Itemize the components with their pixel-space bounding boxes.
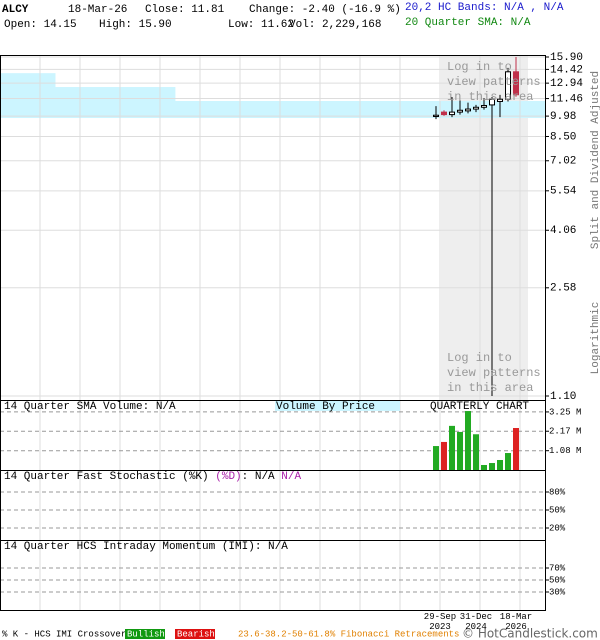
bearish-bg xyxy=(175,629,215,639)
y-tick-label: 4.06 xyxy=(550,225,576,237)
y-tick-label: 50% xyxy=(549,505,566,515)
y-tick-label: 14.42 xyxy=(550,64,583,76)
candle-body xyxy=(433,114,439,117)
annotation: Log in to view patterns in this area xyxy=(447,60,541,104)
volume-title: 14 Quarter SMA Volume: N/A xyxy=(4,401,176,413)
y-tick-label: 20% xyxy=(549,523,566,533)
sma: 20 Quarter SMA: N/A xyxy=(405,17,531,29)
side-label: Logarithmic xyxy=(590,302,600,375)
stoch-title: 14 Quarter Fast Stochastic (%K) (%D): N/… xyxy=(4,471,301,483)
y-tick-label: 70% xyxy=(549,563,566,573)
side-label: Split and Dividend Adjusted xyxy=(590,71,600,249)
y-tick-label: 11.46 xyxy=(550,93,583,105)
copyright: © HotCandlestick.com xyxy=(462,627,598,640)
volume-subtitle: Volume By Price xyxy=(276,401,375,413)
candle-body xyxy=(513,71,519,96)
stoch-k-value: : N/A xyxy=(242,471,275,483)
vbp-label-bg xyxy=(275,401,400,411)
panel-frame xyxy=(0,540,546,611)
close: Close: 11.81 xyxy=(145,4,225,16)
volume-bar xyxy=(465,411,471,470)
stoch-d-value: N/A xyxy=(281,471,301,483)
change: Change: -2.40 (-16.9 %) xyxy=(249,4,401,16)
candle-body xyxy=(489,98,495,106)
y-tick-label: 2.58 xyxy=(550,283,576,295)
y-tick-label: 1.08 M xyxy=(549,446,581,456)
symbol: ALCY xyxy=(2,4,29,16)
y-tick-label: 50% xyxy=(549,575,566,585)
volume-by-price-bar xyxy=(1,73,56,88)
date: 18-Mar-26 xyxy=(68,4,127,16)
bands: 20,2 HC Bands: N/A , N/A xyxy=(405,2,564,14)
y-tick-label: 30% xyxy=(549,587,566,597)
y-tick-label: 3.25 M xyxy=(549,407,581,417)
volume-bar xyxy=(497,459,503,470)
x-tick-label: 18-Mar 2026 xyxy=(499,612,533,632)
y-tick-label: 8.50 xyxy=(550,131,576,143)
volume-bar xyxy=(449,425,455,470)
volume-by-price-bar xyxy=(1,101,546,119)
high: High: 15.90 xyxy=(99,19,172,31)
volume-bar xyxy=(489,463,495,470)
candle-body xyxy=(465,108,471,112)
y-tick-label: 12.94 xyxy=(550,78,583,90)
candle-body xyxy=(441,111,447,116)
candle-body xyxy=(481,105,487,108)
y-tick-label: 7.02 xyxy=(550,156,576,168)
stoch-k: 14 Quarter Fast Stochastic (%K) xyxy=(4,471,209,483)
x-tick-label: 31-Dec 2024 xyxy=(459,612,493,632)
y-tick-label: 9.98 xyxy=(550,111,576,123)
volume-bar xyxy=(433,446,439,470)
annotation: Log in to view patterns in this area xyxy=(447,351,541,395)
open: Open: 14.15 xyxy=(4,19,77,31)
bullish-bg xyxy=(125,629,165,639)
crossover: % K - HCS IMI Crossover, xyxy=(2,629,132,639)
candle-body xyxy=(449,111,455,116)
low: Low: 11.62 xyxy=(228,19,294,31)
y-tick-label: 15.90 xyxy=(550,52,583,64)
volume-bar xyxy=(457,431,463,470)
volume-bar xyxy=(473,434,479,470)
x-tick-label: 29-Sep 2023 xyxy=(423,612,457,632)
volume-bar xyxy=(441,441,447,470)
volume-bar xyxy=(481,464,487,470)
bullish: Bullish xyxy=(127,629,165,639)
volume: Vol: 2,229,168 xyxy=(289,19,381,31)
chart-label: QUARTERLY CHART xyxy=(430,401,529,413)
bearish: Bearish xyxy=(177,629,215,639)
candle-body xyxy=(457,109,463,113)
y-tick-label: 2.17 M xyxy=(549,427,581,437)
y-tick-label: 5.54 xyxy=(550,186,577,198)
candle-body xyxy=(505,71,511,100)
candle-body xyxy=(473,106,479,110)
stoch-d: (%D) xyxy=(215,471,241,483)
y-tick-label: 1.10 xyxy=(550,391,576,403)
fibonacci: 23.6-38.2-50-61.8% Fibonacci Retracement… xyxy=(238,629,459,639)
candle-body xyxy=(497,98,503,102)
volume-bar xyxy=(505,453,511,470)
volume-by-price-bar xyxy=(1,87,176,102)
y-tick-label: 80% xyxy=(549,487,566,497)
imi-title: 14 Quarter HCS Intraday Momentum (IMI): … xyxy=(4,541,288,553)
volume-bar xyxy=(513,428,519,470)
